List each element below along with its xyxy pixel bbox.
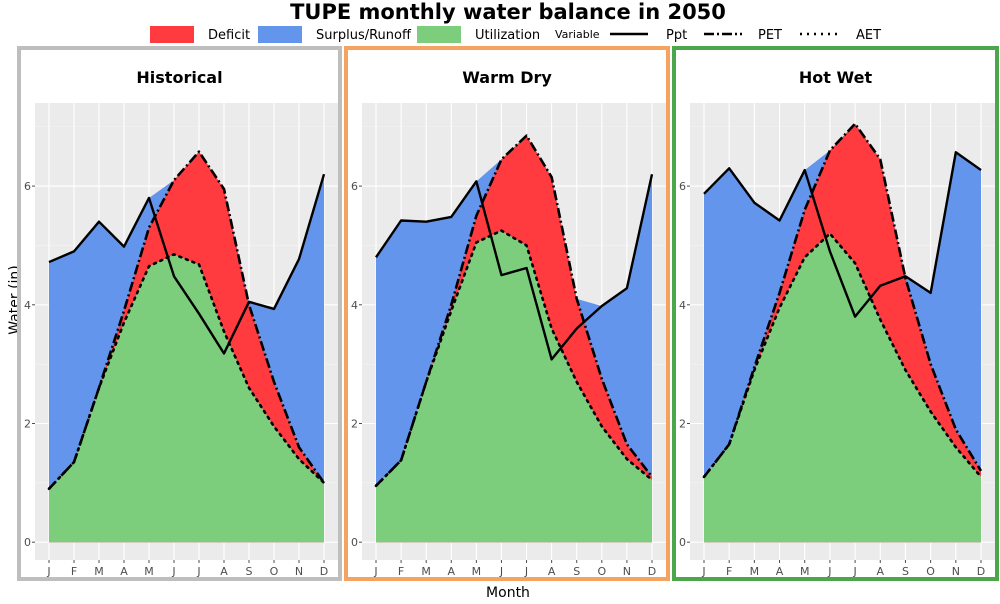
y-tick-label: 6 [351, 180, 358, 193]
x-tick-label: D [320, 565, 328, 578]
x-tick-label: S [246, 565, 253, 578]
chart-title: TUPE monthly water balance in 2050 [290, 0, 726, 24]
utilization-area [376, 230, 652, 543]
x-tick-label: A [120, 565, 128, 578]
x-tick-label: O [270, 565, 279, 578]
x-tick-label: M [94, 565, 104, 578]
y-tick-label: 0 [24, 536, 31, 549]
x-tick-label: N [295, 565, 303, 578]
y-tick-label: 0 [679, 536, 686, 549]
panels: 0 2 4 6 J F M A M J J A S O N D Historical 0 2 4 6 J F M A M J J A S O… [17, 46, 999, 581]
x-tick-label: J [171, 565, 175, 578]
pet-line [48, 150, 326, 490]
panel-title: Historical [136, 68, 222, 87]
ppt-line [703, 151, 982, 318]
x-tick-label: F [726, 565, 732, 578]
x-tick-label: J [701, 565, 705, 578]
y-tick-label: 0 [351, 536, 358, 549]
aet-line [47, 252, 326, 491]
x-tick-label: J [46, 565, 50, 578]
x-tick-label: F [71, 565, 77, 578]
ppt-line [48, 173, 326, 355]
legend-label-aet: AET [856, 28, 881, 43]
panel-title: Hot Wet [799, 68, 873, 87]
legend-swatch-utilization [417, 26, 461, 43]
panel-1: 0 2 4 6 J F M A M J J A S O N D Warm Dry [344, 46, 670, 581]
ppt-line [375, 173, 654, 361]
x-tick-label: M [144, 565, 154, 578]
x-tick-label: M [800, 565, 810, 578]
x-tick-label: J [499, 565, 503, 578]
x-tick-label: M [750, 565, 760, 578]
y-tick-label: 4 [679, 299, 686, 312]
x-tick-label: J [852, 565, 856, 578]
legend-variable-title: Variable [555, 28, 600, 41]
x-tick-label: F [398, 565, 404, 578]
x-tick-label: N [952, 565, 960, 578]
x-axis-label: Month [486, 585, 530, 600]
legend-swatch-surplus [258, 26, 302, 43]
legend-label-utilization: Utilization [475, 28, 540, 43]
x-tick-label: D [977, 565, 985, 578]
pet-line [702, 122, 983, 478]
x-tick-label: J [827, 565, 831, 578]
y-tick-label: 2 [24, 417, 31, 430]
utilization-area [49, 254, 324, 543]
x-tick-label: M [472, 565, 482, 578]
y-tick-label: 4 [24, 299, 31, 312]
y-tick-label: 4 [351, 299, 358, 312]
legend: Deficit Surplus/Runoff Utilization Varia… [150, 26, 881, 43]
y-tick-label: 2 [679, 417, 686, 430]
x-tick-label: O [597, 565, 606, 578]
x-tick-label: J [373, 565, 377, 578]
legend-label-pet: PET [758, 28, 782, 43]
panel-2: 0 2 4 6 J F M A M J J A S O N D Hot Wet [672, 46, 999, 581]
x-tick-label: J [196, 565, 200, 578]
legend-label-ppt: Ppt [666, 28, 687, 43]
x-tick-label: S [902, 565, 909, 578]
y-tick-label: 6 [24, 180, 31, 193]
panel-0: 0 2 4 6 J F M A M J J A S O N D Historical [17, 46, 342, 581]
x-tick-label: A [448, 565, 456, 578]
panel-border [672, 46, 999, 581]
x-tick-label: J [524, 565, 528, 578]
x-tick-label: A [548, 565, 556, 578]
x-tick-label: S [573, 565, 580, 578]
y-tick-label: 6 [679, 180, 686, 193]
x-tick-label: D [648, 565, 656, 578]
x-tick-label: A [877, 565, 885, 578]
aet-line [374, 229, 654, 488]
panel-border [17, 46, 342, 581]
panel-title: Warm Dry [462, 68, 552, 87]
legend-label-deficit: Deficit [208, 28, 250, 43]
x-tick-label: A [776, 565, 784, 578]
legend-swatch-deficit [150, 26, 194, 43]
x-tick-label: N [623, 565, 631, 578]
aet-line [702, 231, 983, 479]
x-tick-label: A [220, 565, 228, 578]
panel-border [344, 46, 670, 581]
utilization-area [704, 233, 981, 543]
legend-label-surplus: Surplus/Runoff [316, 28, 412, 43]
x-tick-label: O [926, 565, 935, 578]
x-tick-label: M [421, 565, 431, 578]
y-tick-label: 2 [351, 417, 358, 430]
